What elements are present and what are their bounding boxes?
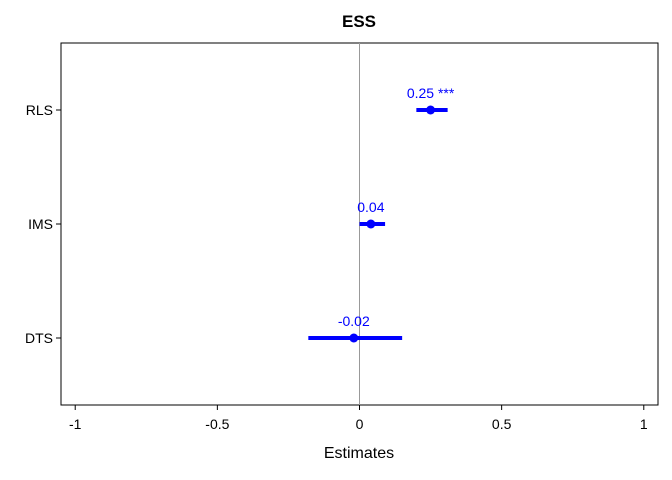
estimate-label-ims: 0.04 <box>357 199 384 215</box>
y-tick-label: DTS <box>25 330 53 346</box>
x-tick-label: 1 <box>640 416 648 432</box>
y-tick-label: IMS <box>28 216 53 232</box>
estimate-point-ims <box>366 219 376 229</box>
x-axis: -1 -0.5 0 0.5 1 <box>69 405 648 432</box>
estimate-point-rls <box>426 105 436 115</box>
y-tick-label: RLS <box>26 102 53 118</box>
estimate-point-dts <box>349 333 359 343</box>
x-tick-label: -0.5 <box>205 416 229 432</box>
y-axis: RLS IMS DTS <box>25 102 61 346</box>
estimate-label-rls: 0.25 *** <box>407 85 455 101</box>
x-tick-label: -1 <box>69 416 82 432</box>
x-tick-label: 0.5 <box>492 416 512 432</box>
chart-title: ESS <box>342 12 376 31</box>
x-axis-label: Estimates <box>324 445 394 462</box>
estimates-layer: 0.25 *** 0.04 -0.02 <box>308 85 455 343</box>
x-tick-label: 0 <box>356 416 364 432</box>
estimate-label-dts: -0.02 <box>338 313 370 329</box>
